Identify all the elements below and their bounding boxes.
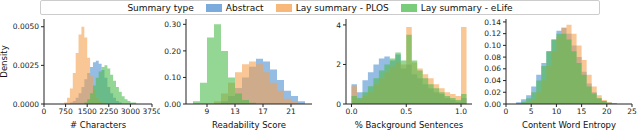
svg-text:# Characters: # Characters: [70, 120, 127, 130]
svg-text:4: 4: [336, 21, 341, 30]
html-text:Summary type: Summary type: [127, 2, 194, 13]
svg-text:750: 750: [58, 107, 73, 116]
svg-text:9: 9: [205, 107, 210, 116]
svg-text:0.0050: 0.0050: [13, 22, 39, 31]
svg-text:0.14: 0.14: [484, 18, 501, 27]
svg-text:1.0: 1.0: [455, 107, 467, 116]
svg-text:20: 20: [602, 107, 612, 116]
svg-text:15: 15: [577, 107, 587, 116]
svg-text:Content Word Entropy: Content Word Entropy: [522, 120, 616, 130]
svg-text:3000: 3000: [121, 107, 140, 116]
svg-text:5: 5: [529, 107, 534, 116]
svg-text:0.10: 0.10: [164, 73, 181, 82]
svg-text:3750: 3750: [142, 107, 160, 116]
svg-text:0.10: 0.10: [484, 41, 501, 50]
html-text:Lay summary - eLife: Lay summary - eLife: [420, 2, 513, 13]
svg-text:0.30: 0.30: [164, 20, 181, 29]
svg-text:0.00: 0.00: [164, 100, 181, 109]
svg-text:1500: 1500: [78, 107, 97, 116]
svg-text:0.08: 0.08: [484, 53, 501, 62]
svg-text:21: 21: [286, 107, 296, 116]
svg-text:Density: Density: [8, 45, 9, 77]
svg-text:0.5: 0.5: [400, 107, 412, 116]
svg-text:13: 13: [230, 107, 240, 116]
svg-text:0.20: 0.20: [164, 47, 181, 56]
svg-text:0: 0: [336, 100, 341, 109]
svg-text:2250: 2250: [99, 107, 118, 116]
svg-text:0.02: 0.02: [484, 88, 501, 97]
svg-text:0.0000: 0.0000: [13, 100, 39, 109]
svg-text:0.0: 0.0: [346, 107, 358, 116]
html-text:Lay summary - PLOS: Lay summary - PLOS: [295, 2, 389, 13]
svg-text:0.04: 0.04: [484, 76, 501, 85]
html-text:Abstract: Abstract: [225, 2, 264, 13]
svg-text:Readability Score: Readability Score: [212, 120, 286, 130]
svg-text:10: 10: [552, 107, 562, 116]
svg-text:2: 2: [336, 60, 341, 69]
svg-text:0.06: 0.06: [484, 64, 501, 73]
svg-text:0.00: 0.00: [484, 100, 501, 109]
svg-text:0.0025: 0.0025: [13, 61, 39, 70]
svg-text:17: 17: [258, 107, 268, 116]
svg-text:0: 0: [42, 107, 47, 116]
svg-text:0.12: 0.12: [484, 29, 501, 38]
svg-text:25: 25: [627, 107, 632, 116]
svg-text:0: 0: [504, 107, 509, 116]
svg-text:% Background Sentences: % Background Sentences: [355, 120, 464, 130]
